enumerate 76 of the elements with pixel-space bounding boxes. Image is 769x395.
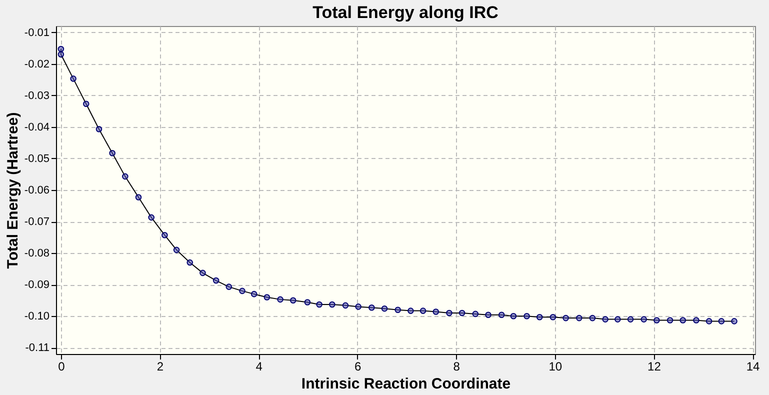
point	[96, 126, 102, 132]
point	[277, 296, 284, 303]
y-tick-label: -0.02	[24, 58, 50, 70]
y-axis-title: Total Energy (Hartree)	[4, 112, 22, 269]
point	[394, 306, 401, 313]
point	[173, 246, 180, 254]
x-tick-label: 12	[648, 360, 662, 374]
point	[640, 316, 647, 322]
point	[458, 310, 466, 316]
point	[576, 314, 582, 322]
point	[342, 302, 349, 309]
point	[432, 308, 440, 315]
point	[614, 316, 621, 322]
point	[524, 313, 530, 320]
point	[420, 308, 426, 314]
point	[226, 284, 232, 290]
point	[355, 304, 362, 310]
point	[70, 76, 76, 82]
point	[718, 318, 725, 324]
point	[58, 51, 64, 58]
point	[536, 314, 543, 320]
x-tick-label: 4	[256, 360, 263, 374]
point	[562, 314, 569, 322]
point	[706, 318, 712, 324]
point	[498, 312, 505, 318]
point	[589, 314, 596, 322]
point	[58, 46, 64, 52]
y-tick-label: -0.01	[24, 26, 50, 39]
point	[109, 150, 116, 156]
point	[239, 288, 246, 294]
point	[472, 310, 479, 318]
point	[627, 316, 634, 322]
point	[666, 317, 674, 324]
point	[316, 301, 322, 308]
x-tick-label: 0	[58, 360, 66, 374]
point	[250, 290, 258, 298]
point	[693, 317, 700, 324]
y-tick-label: -0.11	[25, 342, 50, 354]
point	[212, 277, 220, 284]
x-tick-label: 6	[354, 360, 362, 374]
y-tick-label: -0.05	[24, 152, 50, 165]
chart-title: Total Energy along IRC	[312, 3, 498, 22]
y-tick-label: -0.06	[24, 184, 50, 196]
x-tick-label: 8	[453, 360, 460, 374]
x-axis-title: Intrinsic Reaction Coordinate	[301, 376, 511, 392]
point	[446, 310, 452, 316]
point	[135, 194, 142, 200]
point	[148, 214, 154, 221]
point	[328, 301, 336, 308]
x-tick-label: 10	[548, 360, 562, 374]
point	[731, 318, 738, 324]
point	[122, 173, 128, 180]
point	[680, 317, 686, 324]
x-tick-label: 2	[156, 360, 164, 374]
y-tick-label: -0.08	[24, 248, 50, 260]
point	[162, 232, 168, 238]
point	[368, 304, 375, 311]
y-tick-label: -0.10	[24, 310, 50, 323]
y-tick-label: -0.03	[24, 90, 50, 102]
point	[408, 308, 414, 314]
point	[654, 317, 660, 324]
point	[290, 297, 296, 304]
point	[186, 259, 194, 266]
point	[602, 316, 608, 322]
point	[510, 313, 517, 320]
point	[550, 314, 556, 320]
x-tick-label: 14	[746, 360, 760, 374]
y-tick-label: -0.04	[24, 121, 50, 134]
point	[82, 100, 90, 108]
y-tick-label: -0.07	[24, 216, 50, 228]
y-tick-label: -0.09	[24, 279, 50, 292]
point	[485, 312, 492, 318]
point	[381, 305, 388, 312]
point	[200, 270, 206, 276]
point	[304, 299, 311, 306]
point	[264, 294, 270, 300]
